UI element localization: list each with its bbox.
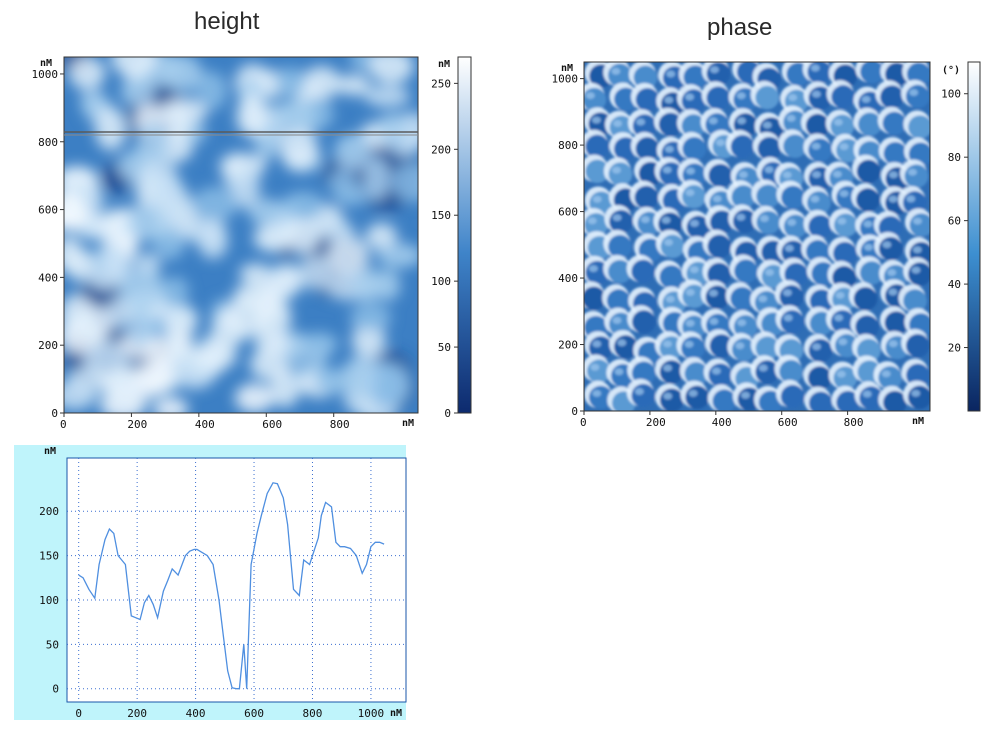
profile-series-line xyxy=(78,482,385,690)
phase-colorbar-tick: 20 xyxy=(948,342,961,355)
height-map-frame xyxy=(63,56,419,414)
phase-y-unit: nM xyxy=(561,63,573,74)
height-y-tick: 800 xyxy=(38,136,58,149)
height-y-tick: 1000 xyxy=(32,68,59,81)
phase-colorbar-gradient xyxy=(967,61,981,412)
height-title: height xyxy=(194,8,260,35)
phase-map xyxy=(583,61,931,412)
phase-x-tick: 600 xyxy=(778,416,798,429)
profile-x-tick: 800 xyxy=(303,707,323,720)
height-colorbar-tick: 50 xyxy=(438,341,451,354)
height-y-tick: 600 xyxy=(38,204,58,217)
height-colorbar-unit: nM xyxy=(438,59,450,70)
phase-colorbar-tick: 60 xyxy=(948,215,961,228)
profile-x-unit: nM xyxy=(390,708,402,719)
phase-y-tick: 1000 xyxy=(552,73,579,86)
height-colorbar-tick: 100 xyxy=(431,275,451,288)
profile-x-tick: 200 xyxy=(127,707,147,720)
phase-y-tick: 800 xyxy=(558,139,578,152)
height-colorbar-tick: 200 xyxy=(431,143,451,156)
phase-map-frame xyxy=(583,61,931,412)
phase-x-tick: 200 xyxy=(646,416,666,429)
height-map xyxy=(63,56,419,414)
height-axes: 0 200 400 600 800 0 200 400 600 800 1000 xyxy=(32,68,350,431)
profile-x-tick: 0 xyxy=(75,707,82,720)
height-y-unit: nM xyxy=(40,58,52,69)
height-colorbar-tick: 250 xyxy=(431,77,451,90)
profile-chart: 0 200 400 600 800 1000 0 50 100 150 200 nM nM xyxy=(14,445,407,720)
profile-y-tick: 200 xyxy=(39,505,59,518)
phase-colorbar-tick: 80 xyxy=(948,151,961,164)
phase-x-tick: 400 xyxy=(712,416,732,429)
height-colorbar-tick: 0 xyxy=(444,407,451,420)
phase-colorbar: 20 40 60 80 100 (°) xyxy=(941,61,981,412)
phase-y-tick: 200 xyxy=(558,339,578,352)
profile-x-tick: 600 xyxy=(244,707,264,720)
phase-colorbar-tick: 40 xyxy=(948,278,961,291)
profile-y-tick: 50 xyxy=(46,638,59,651)
phase-title: phase xyxy=(707,14,773,41)
height-x-tick: 600 xyxy=(262,418,282,431)
height-colorbar-gradient xyxy=(457,56,472,414)
height-x-tick: 200 xyxy=(127,418,147,431)
height-x-tick: 400 xyxy=(195,418,215,431)
profile-x-tick: 1000 xyxy=(358,707,385,720)
phase-y-tick: 400 xyxy=(558,272,578,285)
phase-x-tick: 800 xyxy=(844,416,864,429)
phase-y-tick: 600 xyxy=(558,206,578,219)
height-x-unit: nM xyxy=(402,418,414,429)
height-y-tick: 0 xyxy=(51,407,58,420)
phase-axes: 0 200 400 600 800 0 200 400 600 800 1000 xyxy=(552,73,864,429)
phase-colorbar-unit: (°) xyxy=(942,65,960,76)
height-colorbar: 0 50 100 150 200 250 nM xyxy=(431,56,472,420)
profile-x-tick: 400 xyxy=(186,707,206,720)
profile-y-tick: 100 xyxy=(39,594,59,607)
profile-y-tick: 150 xyxy=(39,550,59,563)
phase-x-tick: 0 xyxy=(580,416,587,429)
profile-y-tick: 0 xyxy=(52,683,59,696)
phase-colorbar-tick: 100 xyxy=(941,88,961,101)
height-y-tick: 400 xyxy=(38,271,58,284)
height-colorbar-tick: 150 xyxy=(431,209,451,222)
height-x-tick: 800 xyxy=(330,418,350,431)
height-y-tick: 200 xyxy=(38,339,58,352)
profile-plot-area xyxy=(66,457,407,703)
height-x-tick: 0 xyxy=(60,418,67,431)
profile-y-unit: nM xyxy=(44,446,56,457)
phase-y-tick: 0 xyxy=(571,405,578,418)
phase-x-unit: nM xyxy=(912,416,924,427)
